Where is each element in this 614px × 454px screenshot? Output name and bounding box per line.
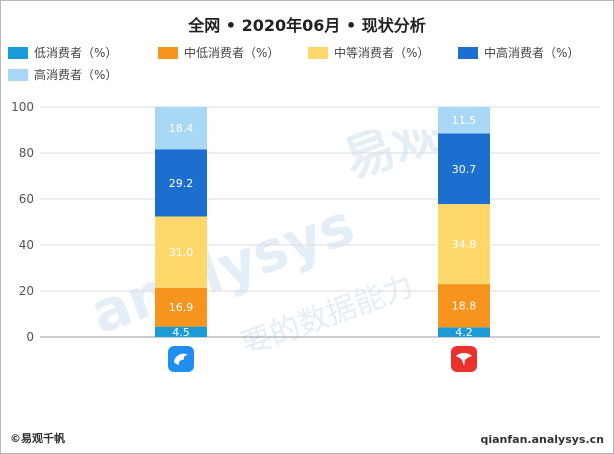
legend-swatch <box>308 46 328 59</box>
legend-item: 低消费者（%） <box>8 44 117 61</box>
footer-site: qianfan.analysys.cn <box>480 433 604 446</box>
bar-segment <box>155 216 207 288</box>
bar-segment <box>155 107 207 150</box>
legend-label: 中高消费者（%） <box>484 46 580 60</box>
legend-item: 高消费者（%） <box>8 66 117 83</box>
shark-app-icon <box>451 346 477 372</box>
data-label: 18.8 <box>452 300 477 313</box>
data-label: 16.9 <box>169 301 194 314</box>
data-label: 4.2 <box>455 326 473 339</box>
data-label: 4.5 <box>172 326 190 339</box>
data-label: 29.2 <box>169 177 194 190</box>
legend-label: 低消费者（%） <box>34 46 118 60</box>
legend-swatch <box>8 68 28 81</box>
bar-segment <box>438 327 490 337</box>
bar-segment <box>155 287 207 327</box>
chart-title: 全网 • 2020年06月 • 现状分析 <box>188 16 426 35</box>
y-tick-label: 100 <box>11 100 34 114</box>
y-tick-label: 80 <box>19 146 34 160</box>
y-tick-label: 40 <box>19 238 34 252</box>
y-tick-label: 60 <box>19 192 34 206</box>
data-label: 11.5 <box>452 114 477 127</box>
legend-label: 中等消费者（%） <box>334 46 430 60</box>
bar-segment <box>438 284 490 328</box>
bar-segment <box>438 107 490 134</box>
legend-item: 中低消费者（%） <box>158 44 279 61</box>
legend-label: 中低消费者（%） <box>184 46 280 60</box>
dolphin-glyph <box>168 346 194 372</box>
legend-label: 高消费者（%） <box>34 68 118 82</box>
bar-segment <box>438 204 490 285</box>
footer-copyright: ©易观千帆 <box>10 432 65 445</box>
y-tick-label: 20 <box>19 284 34 298</box>
data-label: 34.8 <box>452 238 477 251</box>
bar-segment <box>438 133 490 205</box>
bar-segment <box>155 149 207 217</box>
legend-item: 中高消费者（%） <box>458 44 579 61</box>
legend-swatch <box>458 46 478 59</box>
bar-segment <box>155 326 207 337</box>
legend-item: 中等消费者（%） <box>308 44 429 61</box>
data-label: 18.4 <box>169 122 194 135</box>
data-label: 30.7 <box>452 163 477 176</box>
shark-glyph <box>451 346 477 372</box>
legend-swatch <box>8 46 28 59</box>
legend-swatch <box>158 46 178 59</box>
dolphin-app-icon <box>168 346 194 372</box>
y-tick-label: 0 <box>26 330 34 344</box>
data-label: 31.0 <box>169 246 194 259</box>
